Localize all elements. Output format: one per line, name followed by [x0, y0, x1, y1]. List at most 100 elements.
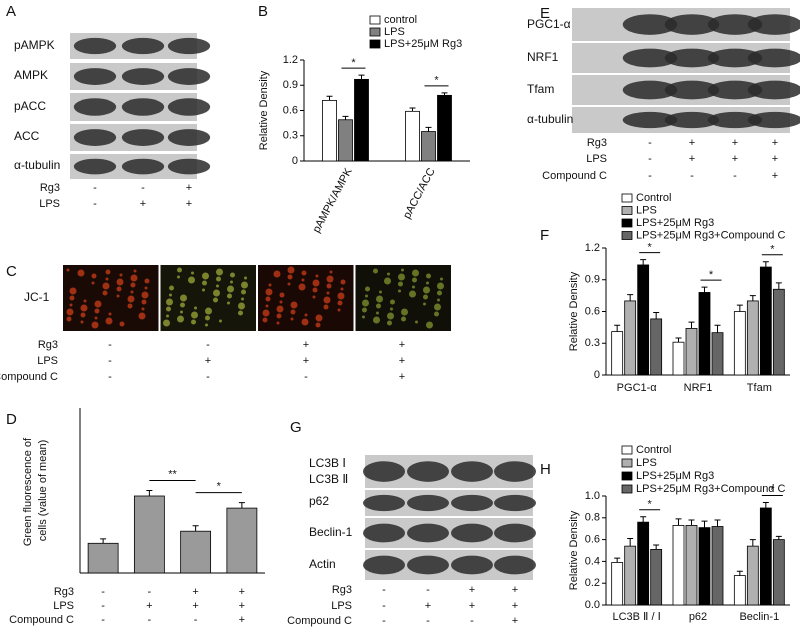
cell-signal — [329, 270, 333, 274]
condition-sign: + — [469, 584, 475, 596]
cell-signal — [69, 303, 73, 307]
blot-band — [363, 523, 405, 543]
blot-band — [622, 111, 678, 129]
blot-band — [622, 48, 678, 68]
legend-swatch — [621, 458, 633, 468]
cell-signal — [80, 312, 86, 318]
panel-letter: F — [540, 227, 549, 244]
cell-signal — [373, 316, 380, 324]
cell-signal — [144, 278, 150, 284]
condition-sign: - — [648, 153, 652, 165]
condition-label: Compound C — [287, 615, 352, 627]
cell-signal — [227, 285, 234, 293]
blot-label: pACC — [14, 99, 46, 113]
blot-band — [622, 14, 678, 35]
panel-letter: E — [540, 5, 550, 22]
condition-label: LPS — [37, 355, 58, 367]
bar — [772, 288, 785, 376]
error-bar — [714, 324, 721, 333]
error-bar — [640, 516, 647, 523]
condition-sign: + — [399, 339, 405, 351]
cell-signal — [384, 277, 391, 285]
condition-sign: + — [140, 198, 146, 210]
bar — [624, 300, 637, 376]
cell-signal — [337, 308, 341, 312]
blot-label: p62 — [309, 494, 329, 508]
panel-letter: A — [6, 3, 16, 20]
condition-sign: + — [772, 137, 778, 149]
cell-signal — [365, 294, 368, 298]
blot-band — [622, 80, 678, 100]
cell-signal — [376, 295, 383, 303]
error-bar — [749, 539, 756, 547]
y-axis-label: Relative Density — [568, 271, 580, 351]
condition-sign: - — [194, 614, 198, 626]
blot-band — [664, 111, 720, 129]
blot-label: ACC — [14, 129, 40, 143]
y-tick-label: 0.8 — [585, 512, 600, 524]
y-tick-label: 0.2 — [585, 577, 600, 589]
condition-sign: - — [93, 182, 97, 194]
legend-label: LPS+25μM Rg3 — [636, 470, 714, 482]
x-tick-label: PGC1-α — [617, 382, 658, 394]
cell-signal — [108, 312, 112, 316]
cell-signal — [426, 273, 431, 279]
cell-signal — [398, 289, 401, 293]
cell-signal — [244, 276, 247, 280]
bar — [746, 545, 759, 606]
y-tick-label: 0 — [292, 155, 298, 167]
condition-sign: + — [186, 198, 192, 210]
y-axis-label-line: cells (value of mean) — [37, 440, 49, 542]
condition-sign: - — [648, 137, 652, 149]
condition-sign: + — [689, 137, 695, 149]
condition-label: Rg3 — [38, 339, 58, 351]
cell-signal — [304, 313, 308, 317]
cell-signal — [265, 288, 273, 296]
cell-signal — [337, 292, 345, 300]
cell-signal — [213, 297, 218, 303]
cell-signal — [141, 307, 145, 311]
cell-signal — [362, 315, 365, 319]
y-tick-label: 0.3 — [283, 130, 298, 142]
condition-sign: + — [239, 614, 245, 626]
condition-label: Compound C — [542, 170, 607, 182]
x-tick-label: NRF1 — [684, 382, 713, 394]
cell-signal — [290, 309, 296, 315]
cell-signal — [188, 276, 195, 284]
error-bar — [614, 324, 621, 332]
error-bar — [100, 538, 107, 544]
cell-signal — [213, 289, 220, 297]
condition-sign: - — [108, 339, 112, 351]
error-bar — [441, 92, 448, 96]
cell-signal — [127, 303, 133, 309]
y-tick-label: 0.4 — [585, 555, 600, 567]
cell-signal — [116, 286, 122, 292]
blot-band — [707, 14, 763, 35]
legend-swatch — [369, 39, 381, 49]
legend-swatch — [369, 27, 381, 37]
y-axis-label: Green fluorescence of cells (value of me… — [22, 435, 49, 546]
cell-signal — [379, 290, 382, 294]
error-bar — [736, 570, 743, 576]
cell-signal — [387, 320, 392, 326]
cell-signal — [177, 275, 180, 279]
cell-signal — [205, 307, 212, 315]
blot-band — [407, 523, 449, 543]
condition-sign: - — [108, 371, 112, 383]
error-bar — [701, 286, 708, 293]
error-bar — [749, 295, 756, 301]
cell-signal — [130, 290, 134, 294]
bar — [650, 318, 663, 376]
cell-signal — [216, 268, 223, 276]
cell-signal — [423, 286, 430, 294]
bar — [322, 100, 337, 162]
condition-label: Compound C — [9, 614, 74, 626]
cell-signal — [276, 321, 280, 325]
blot-band — [363, 555, 405, 575]
cell-signal — [127, 295, 135, 303]
significance-label: ** — [168, 468, 177, 480]
significance-label: * — [217, 481, 222, 493]
legend-swatch — [621, 445, 633, 455]
cell-signal — [216, 276, 221, 282]
